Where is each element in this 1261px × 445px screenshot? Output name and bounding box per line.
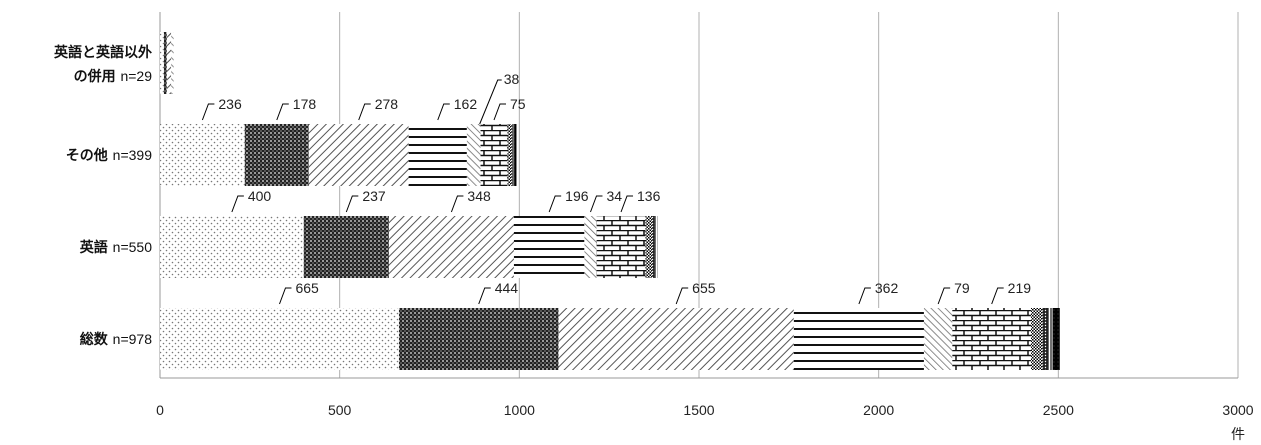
leader-line	[279, 287, 292, 305]
x-tick-label: 500	[328, 402, 352, 418]
data-label: 348	[467, 188, 491, 204]
category-label: 英語と英語以外	[53, 44, 152, 61]
bar-segment	[513, 216, 585, 278]
x-axis-unit: 件	[1231, 427, 1245, 443]
bar-segment	[163, 32, 167, 94]
bar-segment	[1031, 308, 1043, 370]
x-tick-label: 1500	[683, 402, 714, 418]
bar-segment	[303, 216, 389, 278]
leader-line	[437, 103, 450, 121]
bar-segment	[171, 32, 174, 94]
bar-segment	[512, 124, 515, 186]
leader-line	[937, 287, 951, 305]
bar-segment	[408, 124, 467, 186]
bar-segment	[398, 308, 559, 370]
data-label: 400	[248, 188, 272, 204]
bar-segment	[308, 124, 409, 186]
leader-line	[345, 195, 359, 213]
category-label: 英語 n=550	[79, 239, 152, 256]
bar-segment	[654, 216, 658, 278]
category-label: その他 n=399	[66, 147, 152, 164]
leader-line	[548, 195, 562, 213]
leader-line	[620, 195, 634, 213]
x-tick-label: 2500	[1043, 402, 1074, 418]
x-tick-label: 2000	[863, 402, 894, 418]
bar-segment	[160, 124, 245, 186]
data-label: 75	[510, 96, 526, 112]
bar-segment	[1047, 308, 1053, 370]
data-label: 236	[218, 96, 242, 112]
bar-segment	[793, 308, 924, 370]
bars	[160, 32, 1060, 370]
bar-segment	[645, 216, 652, 278]
bar-segment	[466, 124, 481, 186]
bar-segment	[388, 216, 514, 278]
data-labels: 236 178 278 162 38 75 400 237 348 196 34 136 665 444 6…	[201, 71, 1032, 305]
bar-segment	[651, 216, 655, 278]
bar-segment	[558, 308, 794, 370]
data-label: 219	[1008, 280, 1032, 296]
bar-segment	[1042, 308, 1048, 370]
leader-line	[358, 103, 371, 121]
category-label: 総数 n=978	[80, 331, 152, 348]
leader-line	[590, 195, 603, 213]
data-label: 444	[495, 280, 519, 296]
x-tick-label: 0	[156, 402, 164, 418]
leader-line	[858, 287, 871, 305]
bar-segment	[952, 308, 1032, 370]
bar-segment	[511, 124, 513, 186]
bar-segment	[480, 124, 508, 186]
leader-line	[450, 195, 464, 213]
bar-segment	[1052, 308, 1060, 370]
data-label: 34	[606, 188, 622, 204]
leader-line	[201, 103, 215, 121]
bar-segment	[507, 124, 512, 186]
leader-line	[231, 195, 244, 213]
data-label: 362	[875, 280, 899, 296]
bar-segment	[244, 124, 309, 186]
data-label: 655	[692, 280, 716, 296]
bar-segment	[166, 32, 172, 94]
x-tick-labels: 0 500 1000 1500 2000 2500 3000	[156, 402, 1254, 418]
data-label: 162	[454, 96, 478, 112]
data-label: 196	[565, 188, 589, 204]
data-label: 237	[362, 188, 386, 204]
data-label: 38	[504, 71, 520, 87]
leader-line	[276, 103, 289, 121]
x-tick-label: 3000	[1222, 402, 1253, 418]
bar-segment	[923, 308, 953, 370]
data-label: 79	[954, 280, 970, 296]
bar-segment	[160, 32, 164, 94]
data-label: 136	[637, 188, 661, 204]
leader-line	[493, 103, 507, 121]
leader-line	[479, 79, 502, 125]
leader-line	[991, 287, 1004, 305]
bar-segment	[596, 216, 646, 278]
leader-line	[675, 287, 689, 305]
data-label: 178	[293, 96, 317, 112]
bar-segment	[584, 216, 597, 278]
leader-line	[478, 287, 491, 305]
bar-segment	[160, 216, 304, 278]
x-tick-label: 1000	[504, 402, 535, 418]
data-label: 665	[295, 280, 319, 296]
data-label: 278	[375, 96, 399, 112]
bar-segment	[160, 308, 399, 370]
bar-segment	[514, 124, 517, 186]
category-label: の併用 n=29	[74, 68, 153, 85]
